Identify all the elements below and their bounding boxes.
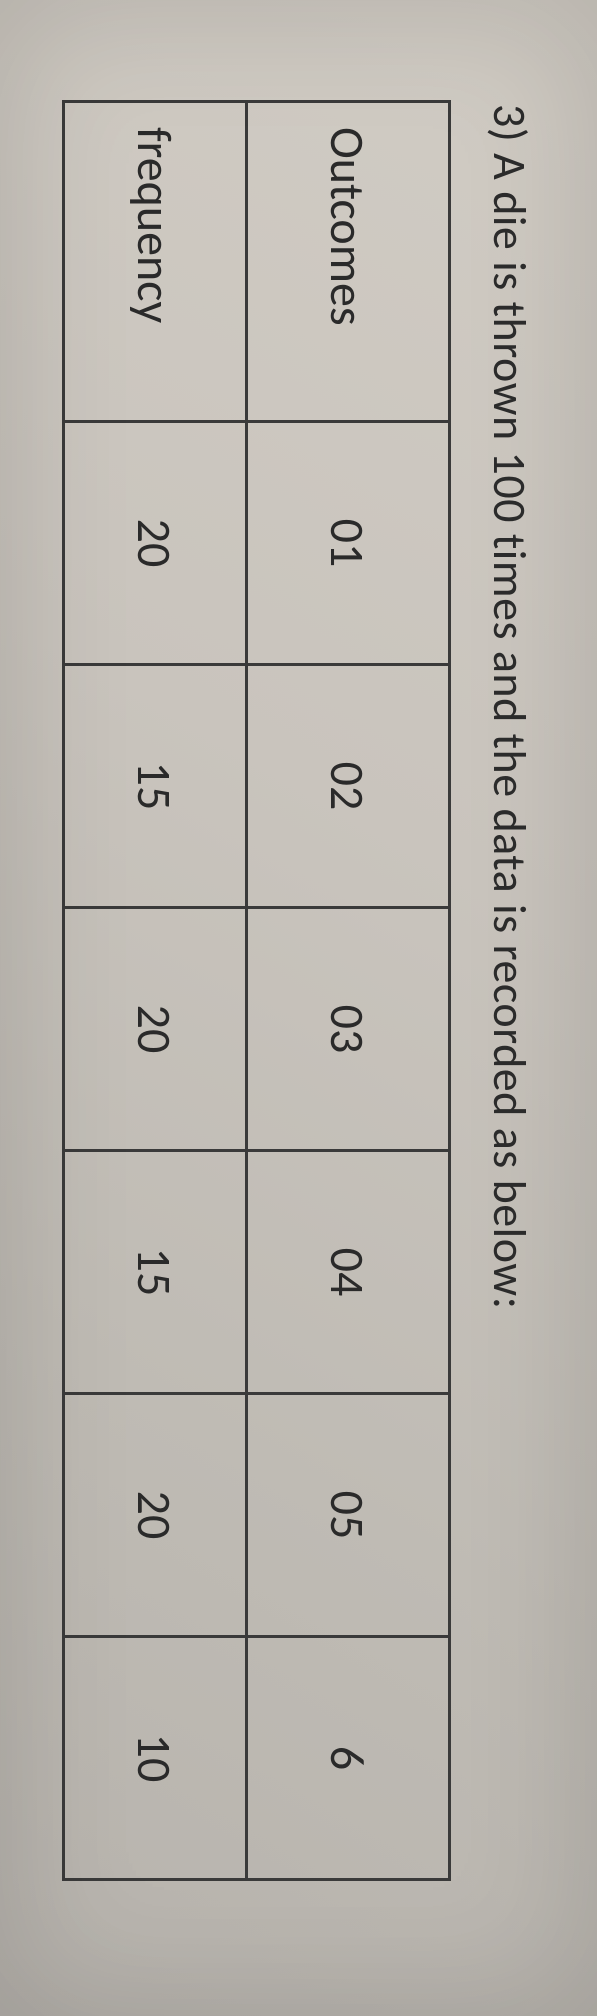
question-body: A die is thrown 100 times and the data i… bbox=[481, 153, 537, 1309]
row-label-outcomes: Outcomes bbox=[247, 102, 450, 422]
outcome-cell: 04 bbox=[247, 1151, 450, 1394]
outcome-cell: 02 bbox=[247, 665, 450, 908]
frequency-cell: 20 bbox=[64, 1394, 247, 1637]
outcome-cell: 01 bbox=[247, 422, 450, 665]
row-label-frequency: frequency bbox=[64, 102, 247, 422]
question-text: 3) A die is thrown 100 times and the dat… bbox=[481, 104, 537, 1936]
outcome-cell: 6 bbox=[247, 1637, 450, 1880]
frequency-cell: 20 bbox=[64, 908, 247, 1151]
table-row: frequency 20 15 20 15 20 10 bbox=[64, 102, 247, 1880]
frequency-cell: 10 bbox=[64, 1637, 247, 1880]
frequency-cell: 15 bbox=[64, 665, 247, 908]
question-number: 3) bbox=[481, 104, 537, 142]
frequency-cell: 20 bbox=[64, 422, 247, 665]
outcome-cell: 03 bbox=[247, 908, 450, 1151]
outcome-cell: 05 bbox=[247, 1394, 450, 1637]
frequency-cell: 15 bbox=[64, 1151, 247, 1394]
table-row: Outcomes 01 02 03 04 05 6 bbox=[247, 102, 450, 1880]
data-table: Outcomes 01 02 03 04 05 6 frequency 20 1… bbox=[62, 100, 451, 1881]
